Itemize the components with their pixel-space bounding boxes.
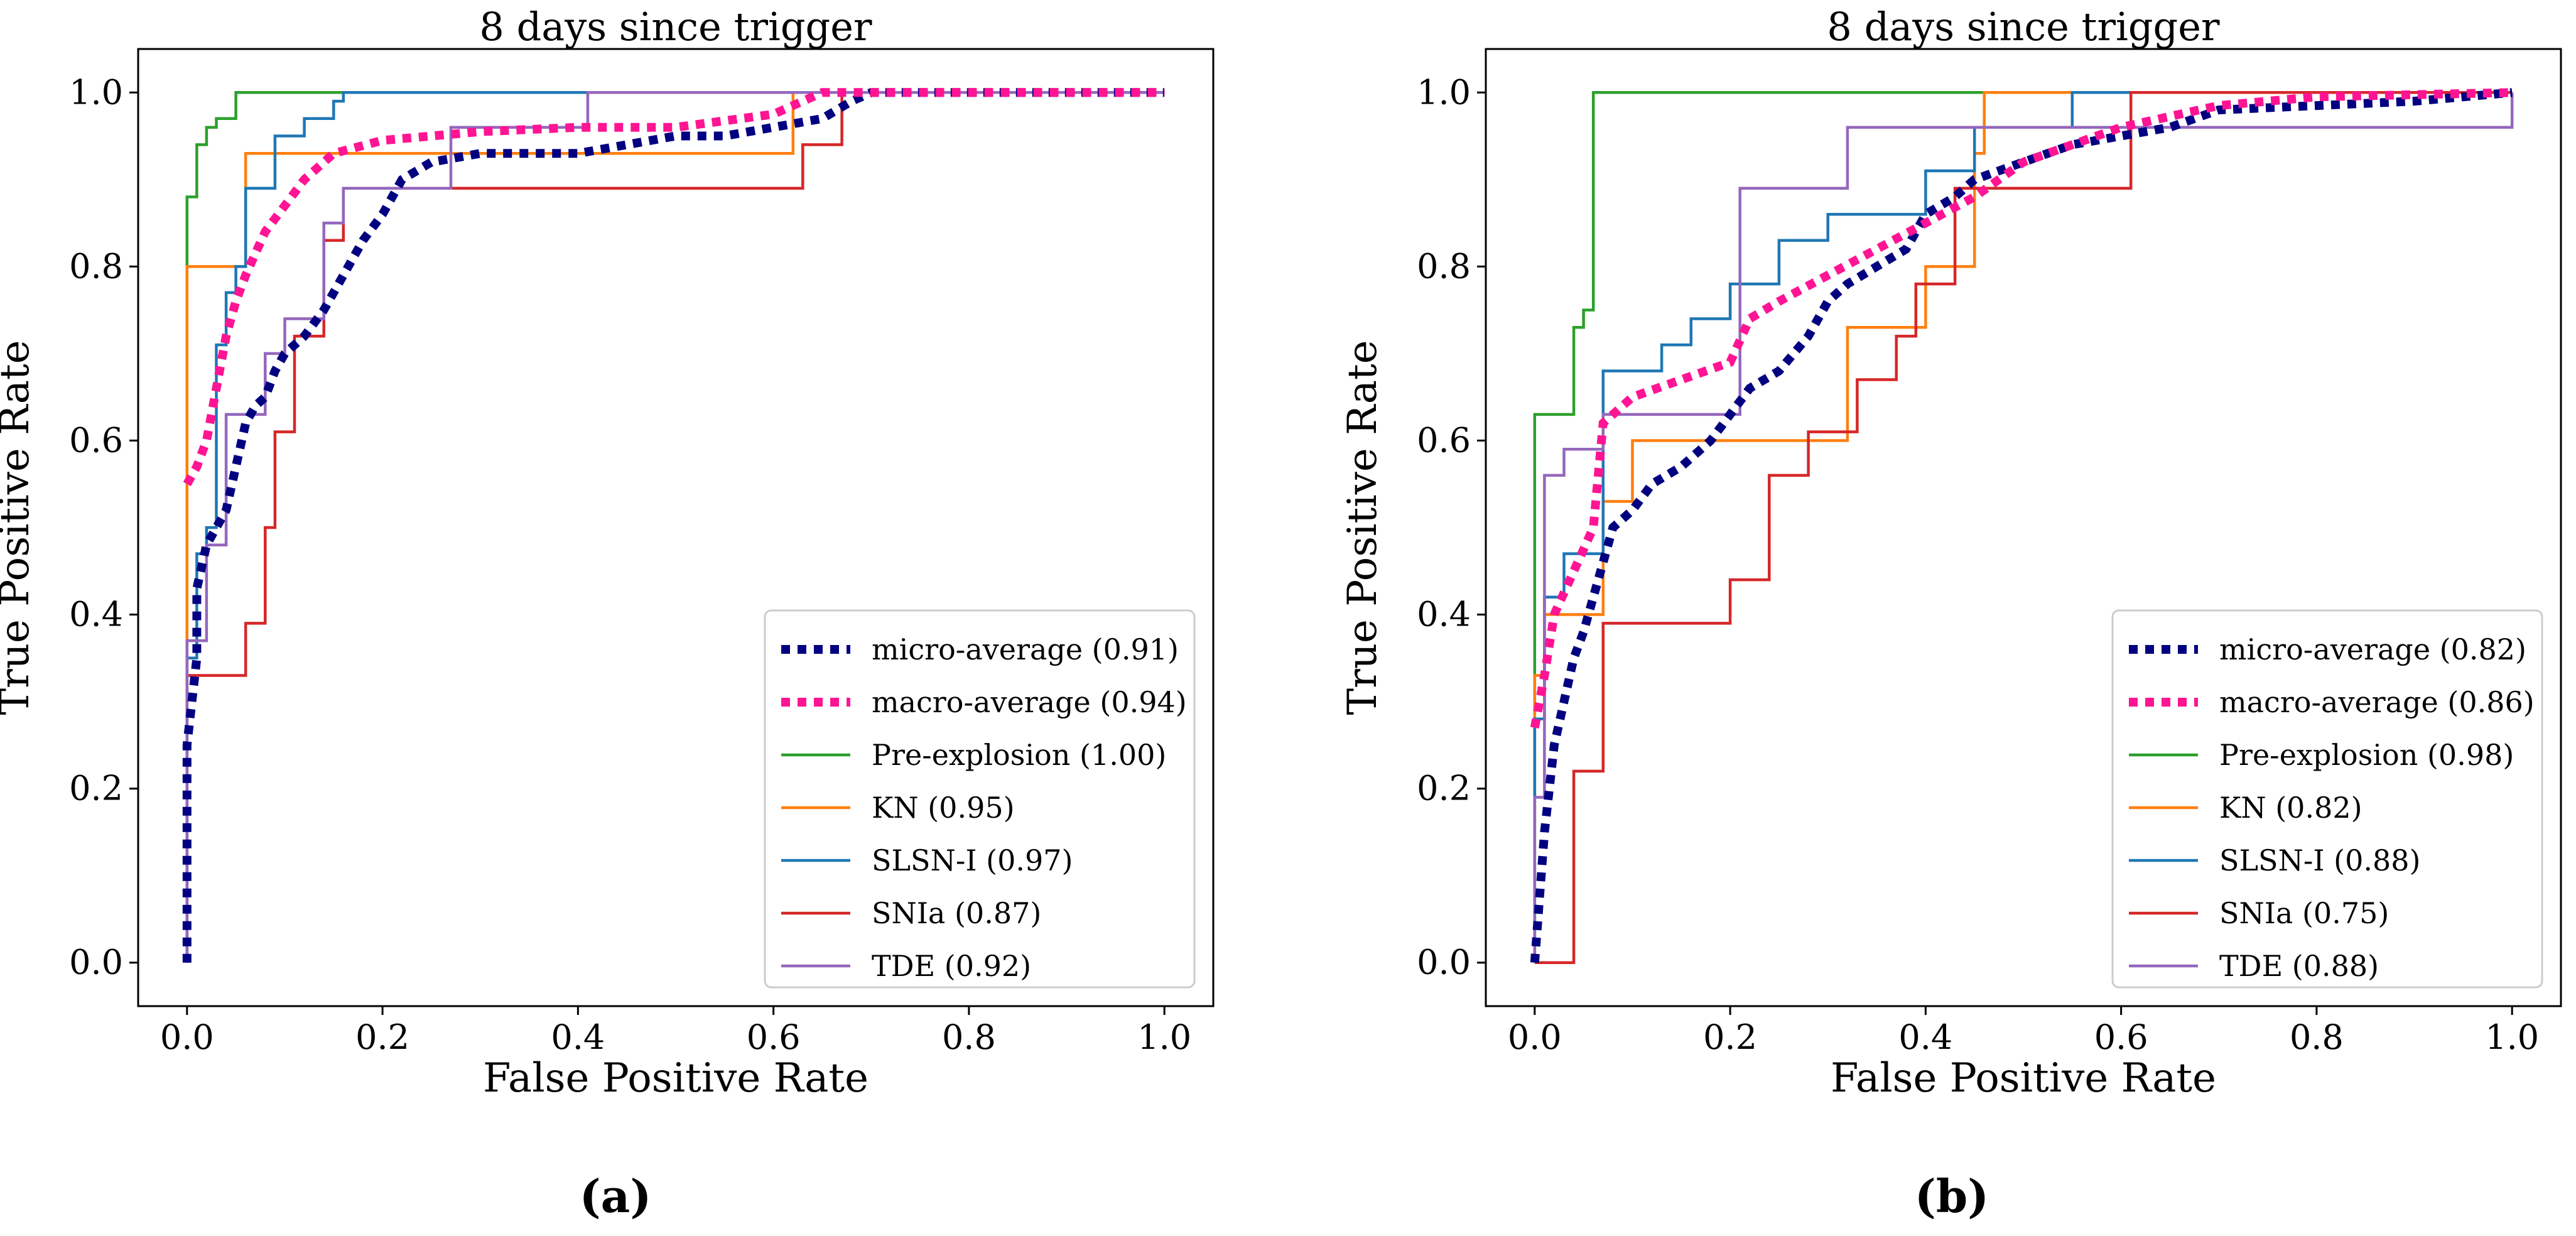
series-line-pre-explosion (185, 91, 1165, 963)
legend-entry-label: macro-average (0.86) (2219, 685, 2535, 719)
panel-label: (b) (1915, 1169, 1989, 1223)
plot-frame (137, 48, 1215, 1007)
y-tick-label: 0.4 (1417, 595, 1471, 634)
x-tick-label: 0.0 (1508, 1017, 1562, 1057)
legend-entry-label: SNIa (0.87) (872, 896, 1041, 930)
legend-entry-label: KN (0.82) (2219, 791, 2362, 825)
y-tick-label: 0.4 (69, 595, 123, 634)
legend-entry-label: micro-average (0.91) (872, 632, 1179, 666)
x-tick-label: 0.4 (1898, 1017, 1952, 1057)
y-tick-label: 0.2 (1417, 769, 1471, 808)
y-tick-label: 1.0 (69, 72, 123, 112)
x-tick-label: 0.4 (551, 1017, 605, 1057)
panel-label: (a) (580, 1169, 652, 1223)
legend-entry-label: SNIa (0.75) (2219, 896, 2389, 930)
y-axis-label: True Positive Rate (0, 340, 38, 715)
y-tick-label: 1.0 (1417, 72, 1471, 112)
x-tick-label: 0.6 (2094, 1017, 2148, 1057)
x-tick-label: 0.0 (160, 1017, 214, 1057)
x-tick-label: 0.6 (747, 1017, 801, 1057)
legend-box (764, 609, 1196, 989)
series-line-pre-explosion (1533, 91, 2513, 963)
legend-entry-label: KN (0.95) (872, 791, 1015, 825)
legend-entry-label: SLSN-I (0.97) (872, 843, 1073, 877)
x-tick-label: 0.2 (355, 1017, 409, 1057)
chart-title: 8 days since trigger (1827, 4, 2220, 50)
y-tick-label: 0.0 (69, 943, 123, 982)
legend-entry-label: Pre-explosion (0.98) (2219, 738, 2514, 772)
x-tick-label: 1.0 (1137, 1017, 1191, 1057)
legend-entry-label: TDE (0.88) (2219, 949, 2379, 983)
y-axis-label: True Positive Rate (1339, 340, 1386, 715)
x-tick-label: 0.8 (2290, 1017, 2344, 1057)
chart-panel-2: 8 days since trigger 0.0 0.2 0.4 0.6 0.8 1.0 0.… (1339, 4, 2562, 1223)
legend-entry-label: TDE (0.92) (872, 949, 1031, 983)
x-axis-label: False Positive Rate (1831, 1055, 2216, 1102)
chart-title: 8 days since trigger (479, 4, 872, 50)
y-tick-label: 0.0 (1417, 943, 1471, 982)
legend-box (2111, 609, 2543, 989)
legend-entry-label: Pre-explosion (1.00) (872, 738, 1166, 772)
y-tick-label: 0.2 (69, 769, 123, 808)
y-tick-label: 0.8 (1417, 246, 1471, 286)
y-tick-label: 0.8 (69, 246, 123, 286)
series-line-macro-average (1530, 88, 2513, 729)
series-line-tde (1533, 92, 2514, 963)
plot-frame (1485, 48, 2562, 1007)
y-tick-label: 0.6 (1417, 420, 1471, 460)
chart-panel-1: 8 days since trigger 0.0 0.2 0.4 0.6 0.8 1.0 0.… (0, 4, 1215, 1223)
x-tick-label: 0.2 (1703, 1017, 1757, 1057)
y-tick-label: 0.6 (69, 420, 123, 460)
series-line-snia (185, 91, 1165, 963)
legend-entry-label: micro-average (0.82) (2219, 632, 2526, 666)
legend-entry-label: macro-average (0.94) (872, 685, 1187, 719)
series-line-macro-average (183, 88, 1165, 487)
x-axis-label: False Positive Rate (483, 1055, 869, 1102)
series-line-tde (185, 91, 1165, 963)
series-line-snia (1534, 91, 2513, 964)
legend-entry-label: SLSN-I (0.88) (2219, 843, 2420, 877)
x-tick-label: 0.8 (942, 1017, 996, 1057)
series-line-micro-average (1530, 88, 2513, 963)
x-tick-label: 1.0 (2485, 1017, 2539, 1057)
